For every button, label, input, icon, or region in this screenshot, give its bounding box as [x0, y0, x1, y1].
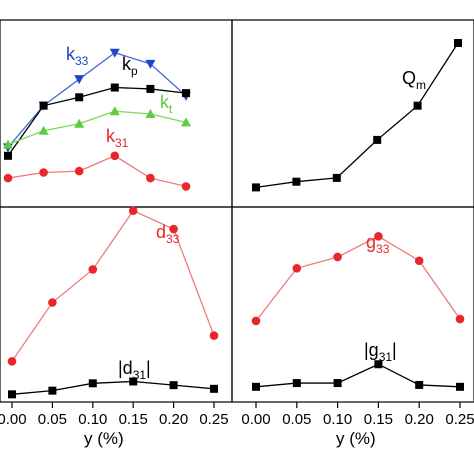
- data-point-g31: [252, 382, 260, 391]
- series-line-d31: [11, 380, 215, 395]
- data-point-kp: [4, 151, 12, 160]
- data-point-kt: [38, 125, 49, 135]
- series-line-qm: [255, 42, 459, 189]
- series-line-kp: [7, 86, 187, 157]
- data-point-kt: [181, 117, 191, 127]
- x-tick-label: 0.15: [119, 411, 148, 428]
- data-point-g31: [374, 360, 383, 369]
- x-axis-title-left: y (%): [84, 429, 124, 448]
- label-kp: kp: [122, 54, 138, 78]
- data-point-qm: [413, 101, 422, 110]
- x-tick-label: 0.20: [159, 411, 188, 428]
- data-point-k33: [74, 75, 85, 85]
- x-tick-label: 0.15: [364, 411, 393, 428]
- data-point-d33: [48, 298, 57, 307]
- data-point-d33: [169, 224, 178, 234]
- data-point-kp: [110, 83, 119, 92]
- data-point-g33: [251, 316, 261, 326]
- data-point-d31: [88, 379, 97, 388]
- label-g33: g33: [366, 232, 390, 256]
- data-point-qm: [252, 183, 260, 192]
- data-point-g33: [292, 263, 302, 273]
- data-point-g31: [292, 379, 301, 388]
- data-point-k31: [146, 173, 155, 183]
- data-point-k31: [39, 168, 48, 177]
- data-point-g33: [455, 314, 465, 324]
- label-k31: k31: [106, 126, 129, 150]
- panel-bottom-left-plot: [7, 206, 219, 399]
- series-line-d33: [11, 209, 215, 362]
- x-tick-label: 0.10: [78, 411, 107, 428]
- x-tick-label: 0.05: [38, 411, 67, 428]
- data-point-kt: [145, 109, 156, 118]
- data-point-k31: [181, 182, 191, 191]
- panel-bottom-right-plot: [251, 231, 465, 391]
- label-d31: |d31|: [118, 358, 151, 382]
- data-point-d31: [210, 384, 218, 393]
- data-point-d31: [48, 386, 57, 395]
- label-qm: Qm: [402, 68, 426, 92]
- panel-frames: [0, 19, 474, 403]
- data-point-g33: [374, 231, 383, 241]
- x-tick-label: 0.25: [199, 411, 228, 428]
- data-point-g33: [414, 256, 424, 266]
- data-point-qm: [373, 135, 382, 144]
- x-tick-label: 0.05: [282, 411, 311, 428]
- data-point-kt: [74, 118, 85, 128]
- data-point-k31: [3, 173, 13, 183]
- x-tick-label: 0.00: [241, 411, 270, 428]
- series-line-k31: [7, 155, 187, 188]
- data-point-d33: [88, 265, 98, 274]
- data-point-d31: [8, 390, 16, 399]
- panel-bottom-right-frame: [231, 206, 474, 403]
- panel-top-left-plot: [3, 48, 191, 191]
- x-tick-label: 0.20: [405, 411, 434, 428]
- x-tick-label: 0.25: [445, 411, 474, 428]
- panel-top-right-frame: [231, 19, 474, 208]
- series-line-k33: [7, 51, 187, 148]
- bottom-left-x-axis: 0.00 0.05 0.10 0.15 0.20 0.25: [0, 402, 229, 428]
- data-point-d33: [209, 331, 219, 340]
- data-point-kp: [182, 89, 190, 98]
- data-point-g33: [333, 252, 342, 262]
- data-point-d33: [128, 206, 138, 215]
- series-labels: k33 kp kt k31 Qm d33 |d31| g33 |g31|: [66, 44, 426, 382]
- x-tick-label: 0.00: [0, 411, 27, 428]
- data-point-k31: [110, 151, 120, 161]
- data-point-kp: [146, 84, 155, 93]
- data-point-k31: [74, 166, 84, 176]
- data-point-k33: [145, 59, 156, 69]
- data-point-qm: [332, 173, 341, 182]
- data-point-d31: [129, 377, 138, 386]
- data-point-d31: [169, 381, 178, 390]
- data-point-g31: [415, 380, 424, 389]
- x-axis-title-right: y (%): [336, 429, 376, 448]
- label-kt: kt: [160, 92, 173, 116]
- label-k33: k33: [66, 44, 89, 68]
- panel-top-right-plot: [252, 39, 462, 192]
- data-point-kt: [3, 139, 13, 149]
- x-tick-label: 0.10: [323, 411, 352, 428]
- data-point-kt: [109, 106, 120, 116]
- data-point-g31: [456, 382, 464, 391]
- data-point-kp: [75, 93, 84, 102]
- series-line-g33: [255, 235, 461, 322]
- data-point-qm: [292, 177, 301, 186]
- bottom-right-x-axis: 0.00 0.05 0.10 0.15 0.20 0.25: [241, 402, 474, 428]
- data-point-kp: [39, 101, 48, 110]
- series-line-g31: [255, 363, 461, 388]
- data-point-k33: [109, 48, 120, 58]
- data-point-d33: [7, 356, 17, 366]
- label-d33: d33: [156, 222, 180, 246]
- series-line-kt: [7, 110, 187, 146]
- data-point-g31: [333, 379, 342, 388]
- label-g31: |g31|: [364, 340, 397, 364]
- data-point-qm: [454, 39, 462, 47]
